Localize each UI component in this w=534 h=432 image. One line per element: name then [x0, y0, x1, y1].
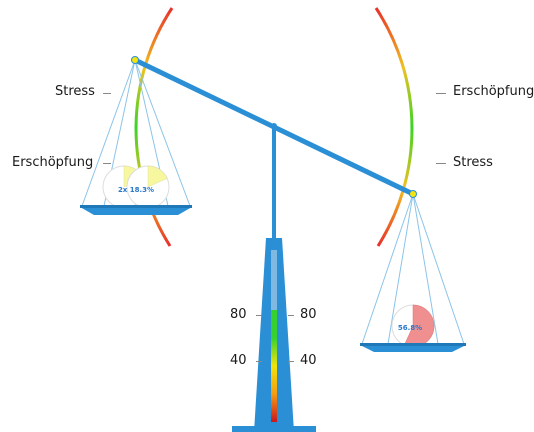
left-lower-tick — [103, 163, 111, 164]
gauge-tickmark-left-40 — [256, 361, 262, 362]
gauge-fill — [271, 310, 277, 422]
left-pan — [80, 205, 192, 215]
left-pie-label: 2x 18.3% — [118, 186, 154, 194]
right-lower-label: Stress — [453, 155, 493, 170]
beam-pivot — [271, 123, 277, 129]
right-upper-tick — [436, 93, 446, 94]
gauge-tickmark-left-80 — [256, 315, 262, 316]
left-upper-label: Stress — [55, 84, 95, 99]
right-pan — [360, 343, 466, 352]
right-arc — [374, 7, 414, 247]
gauge-tick-left-40: 40 — [230, 353, 247, 368]
right-pie-label: 56.8% — [398, 324, 422, 332]
left-upper-tick — [103, 93, 111, 94]
left-pie-2 — [126, 165, 170, 209]
right-hook — [409, 190, 417, 198]
pillar-thin — [272, 124, 276, 244]
gauge-tick-right-40: 40 — [300, 353, 317, 368]
right-lower-tick — [436, 163, 446, 164]
gauge-tick-left-80: 80 — [230, 307, 247, 322]
left-lower-label: Erschöpfung — [12, 155, 94, 170]
right-strings — [361, 193, 465, 345]
right-upper-label: Erschöpfung — [453, 84, 534, 99]
gauge-tickmark-right-40 — [288, 361, 294, 362]
left-hook — [131, 56, 139, 64]
gauge-tickmark-right-80 — [288, 315, 294, 316]
left-arc — [134, 7, 174, 247]
pillar-foot — [232, 426, 316, 432]
gauge-tick-right-80: 80 — [300, 307, 317, 322]
right-pie — [391, 304, 435, 348]
